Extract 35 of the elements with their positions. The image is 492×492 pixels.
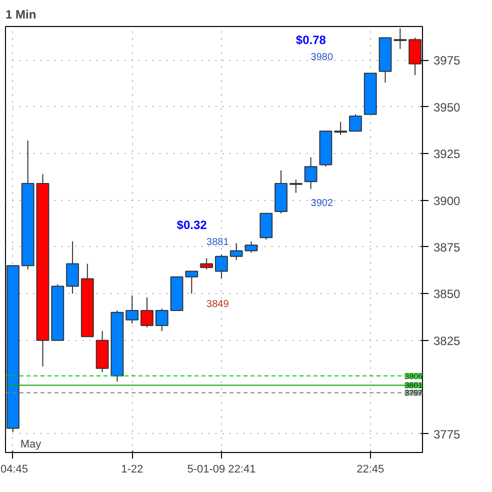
y-tick-label: 3900: [434, 194, 461, 208]
text: 04:45: [0, 464, 28, 476]
candlestick: [126, 295, 139, 324]
text: 22:45: [356, 464, 384, 476]
candlestick: [230, 242, 243, 261]
text: 5-01-09 22:41: [187, 464, 256, 476]
annotation: 3849: [206, 298, 230, 310]
y-tick-label: 3925: [434, 147, 461, 162]
candlestick: [334, 121, 348, 136]
annotation: 3902: [310, 198, 334, 209]
candlestick: [214, 254, 228, 280]
chart-title: 1 Min: [6, 8, 36, 22]
candlestick: [185, 270, 198, 294]
y-tick-label: 3875: [434, 240, 461, 254]
annotation: $0.32: [176, 218, 208, 232]
candlestick: [66, 240, 79, 294]
candlestick: [140, 296, 154, 328]
candlestick: [394, 28, 407, 50]
candlestick: [304, 156, 318, 190]
ref-line-label: 3797: [404, 388, 424, 398]
candlestick: [244, 240, 258, 254]
y-tick-label: 3950: [434, 100, 461, 114]
candlestick: [349, 114, 362, 132]
y-tick-label: 3825: [434, 334, 461, 348]
text: 1-22: [121, 464, 144, 476]
y-tick-label: 3850: [434, 287, 461, 302]
candlestick: [289, 179, 302, 194]
y-tick-label: 3775: [434, 427, 461, 442]
candlestick: [200, 258, 214, 270]
annotation: 3881: [206, 237, 230, 248]
annotation: May: [20, 438, 42, 450]
candlestick: [155, 308, 168, 332]
annotation: $0.78: [296, 33, 326, 48]
annotation: 3980: [310, 52, 334, 64]
y-tick-label: 3975: [434, 54, 461, 68]
